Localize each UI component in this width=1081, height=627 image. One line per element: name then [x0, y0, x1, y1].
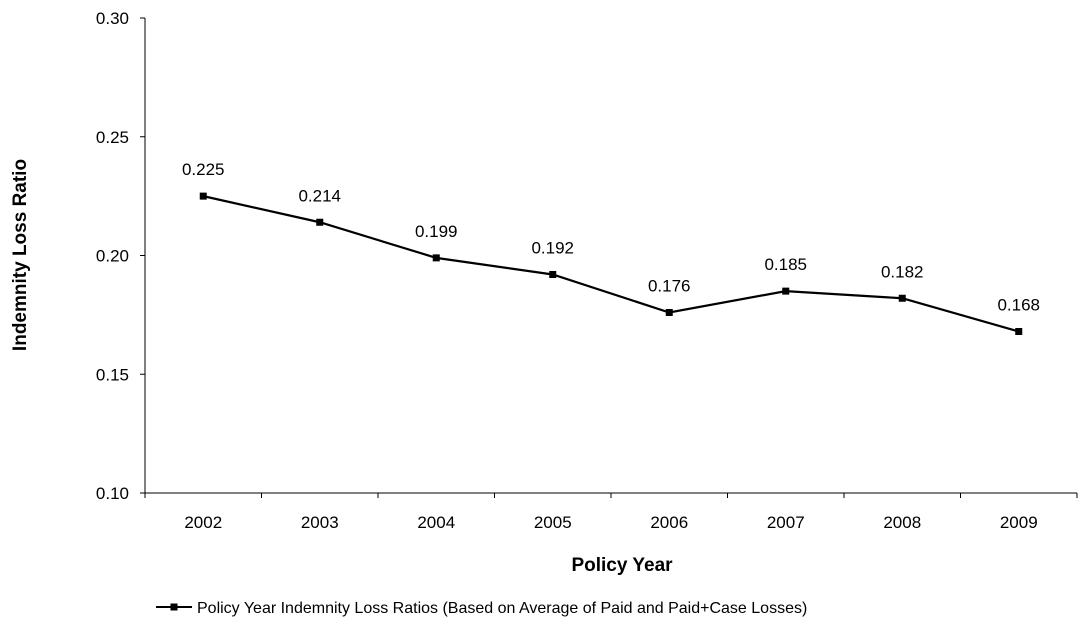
series-layer	[199, 192, 1023, 335]
data-label: 0.176	[648, 277, 691, 296]
data-point-marker	[665, 309, 673, 316]
data-point-marker	[782, 287, 790, 295]
legend: Policy Year Indemnity Loss Ratios (Based…	[156, 600, 807, 617]
x-tick-label: 2002	[184, 513, 222, 532]
x-tick-label: 2006	[650, 513, 688, 532]
data-label: 0.225	[182, 160, 225, 179]
data-label: 0.185	[764, 255, 807, 274]
data-label: 0.214	[298, 186, 341, 205]
y-tick-label: 0.25	[96, 128, 129, 147]
data-label: 0.182	[881, 262, 924, 281]
data-point-marker	[549, 271, 557, 278]
y-tick-label: 0.15	[96, 365, 129, 384]
x-tick-label: 2008	[883, 513, 921, 532]
legend-marker-swatch	[170, 603, 178, 611]
data-labels: 0.225 0.214 0.199 0.192 0.176 0.185 0.182 0.168	[182, 160, 1040, 314]
y-tick-label: 0.10	[96, 484, 129, 503]
x-axis-title: Policy Year	[571, 555, 673, 576]
x-ticks: 2002 2003 2004 2005 2006 2007 2008 2009	[144, 493, 1078, 532]
legend-series-label: Policy Year Indemnity Loss Ratios (Based…	[197, 600, 807, 617]
data-label: 0.199	[415, 222, 458, 241]
x-tick-label: 2005	[534, 513, 572, 532]
data-point-marker	[1015, 328, 1023, 335]
data-label: 0.192	[531, 239, 574, 258]
x-tick-label: 2004	[417, 513, 455, 532]
y-ticks: 0.10 0.15 0.20 0.25 0.30	[96, 9, 145, 503]
x-tick-label: 2003	[301, 513, 339, 532]
x-tick-label: 2009	[1000, 513, 1038, 532]
data-point-marker	[199, 192, 207, 200]
data-point-marker	[898, 294, 906, 302]
y-tick-label: 0.30	[96, 9, 129, 28]
y-axis-title: Indemnity Loss Ratio	[10, 159, 31, 351]
data-point-marker	[316, 218, 324, 226]
y-tick-label: 0.20	[96, 247, 129, 266]
data-label: 0.168	[997, 296, 1040, 315]
x-tick-label: 2007	[767, 513, 805, 532]
data-point-marker	[432, 254, 440, 262]
axes	[144, 18, 1077, 494]
series-line	[203, 195, 1020, 333]
